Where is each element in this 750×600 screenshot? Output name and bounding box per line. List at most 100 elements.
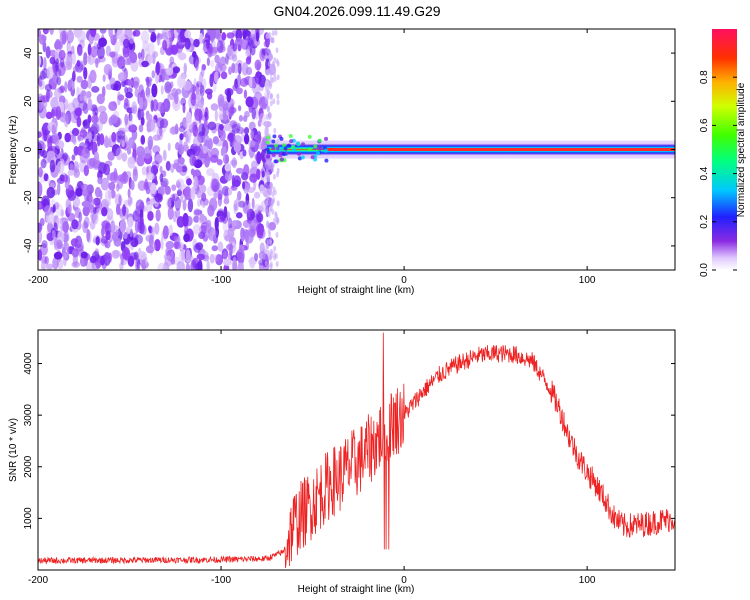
noise-speck	[81, 148, 91, 159]
noise-speck	[231, 62, 236, 74]
noise-speck	[168, 29, 174, 39]
noise-speck	[216, 254, 221, 263]
noise-speck	[227, 227, 235, 239]
signal-spread	[317, 138, 322, 143]
snr-y-tick-label: 2000	[23, 455, 34, 478]
noise-speck	[46, 90, 53, 99]
noise-speck	[172, 66, 181, 74]
noise-speck	[124, 58, 131, 66]
noise-speck	[219, 124, 224, 131]
noise-speck	[38, 166, 43, 178]
noise-speck	[233, 141, 242, 153]
noise-speck	[108, 252, 112, 263]
noise-speck	[182, 199, 187, 211]
noise-speck	[165, 240, 175, 250]
noise-speck	[101, 220, 111, 229]
signal-core	[326, 148, 675, 151]
noise-speck	[113, 80, 122, 92]
noise-speck	[60, 57, 65, 68]
colorbar-tick-label: 0.8	[699, 70, 710, 84]
noise-speck	[159, 125, 163, 137]
noise-speck	[243, 127, 250, 135]
noise-speck	[263, 40, 270, 48]
signal-spread	[289, 139, 294, 144]
noise-speck	[124, 97, 129, 107]
noise-speck	[269, 248, 273, 255]
signal-spread	[300, 155, 305, 160]
spectrogram-x-label: Height of straight line (km)	[298, 285, 415, 296]
noise-speck	[184, 30, 192, 39]
noise-speck	[99, 133, 105, 146]
noise-speck	[273, 57, 277, 64]
noise-speck	[210, 103, 219, 111]
noise-speck	[67, 43, 71, 52]
noise-speck	[232, 43, 238, 52]
spectrogram-y-tick-label: -40	[23, 238, 34, 253]
noise-speck	[101, 226, 105, 237]
noise-speck	[228, 66, 233, 75]
noise-speck	[266, 249, 270, 256]
noise-speck	[204, 111, 208, 118]
signal-spread	[286, 143, 291, 148]
snr-x-label: Height of straight line (km)	[298, 584, 415, 595]
noise-speck	[89, 219, 96, 230]
noise-speck	[78, 211, 83, 223]
noise-speck	[59, 30, 68, 44]
noise-speck	[276, 167, 280, 174]
noise-speck	[91, 250, 100, 262]
snr-plot-area	[38, 330, 675, 570]
noise-speck	[180, 97, 187, 106]
noise-speck	[266, 194, 270, 201]
noise-speck	[141, 260, 146, 270]
noise-speck	[194, 59, 199, 71]
noise-speck	[115, 147, 123, 161]
noise-speck	[245, 66, 253, 76]
noise-speck	[122, 204, 127, 216]
noise-speck	[274, 212, 278, 219]
noise-speck	[103, 163, 111, 176]
noise-speck	[216, 159, 223, 166]
noise-speck	[51, 108, 55, 119]
noise-speck	[82, 120, 88, 127]
noise-speck	[87, 54, 92, 62]
noise-speck	[193, 208, 201, 218]
noise-speck	[242, 29, 247, 40]
signal-spread	[272, 134, 277, 139]
noise-speck	[79, 90, 88, 105]
noise-speck	[206, 168, 215, 177]
snr-x-tick-label: -100	[211, 575, 231, 586]
noise-speck	[89, 29, 97, 38]
noise-speck	[193, 38, 200, 48]
noise-speck	[145, 200, 152, 215]
noise-speck	[273, 217, 277, 224]
noise-speck	[192, 145, 202, 157]
noise-speck	[100, 177, 110, 191]
signal-spread	[271, 152, 276, 157]
noise-speck	[217, 193, 223, 207]
spectrogram-y-tick-label: -20	[23, 190, 34, 205]
noise-speck	[86, 158, 96, 170]
noise-speck	[196, 190, 202, 199]
noise-speck	[240, 37, 249, 50]
noise-speck	[54, 88, 62, 99]
noise-speck	[44, 205, 52, 216]
noise-speck	[275, 231, 279, 238]
noise-speck	[196, 253, 206, 261]
signal-spread	[265, 140, 270, 145]
noise-speck	[102, 74, 106, 82]
noise-speck	[44, 256, 49, 265]
noise-speck	[117, 174, 125, 182]
noise-speck	[90, 104, 98, 112]
noise-speck	[140, 30, 150, 44]
noise-speck	[272, 186, 276, 193]
noise-speck	[184, 37, 191, 50]
noise-speck	[122, 38, 130, 49]
noise-speck	[110, 171, 119, 184]
signal-spread	[281, 152, 286, 157]
noise-speck	[194, 108, 203, 121]
noise-speck	[245, 96, 254, 108]
noise-speck	[193, 78, 197, 92]
signal-spread	[288, 133, 293, 138]
